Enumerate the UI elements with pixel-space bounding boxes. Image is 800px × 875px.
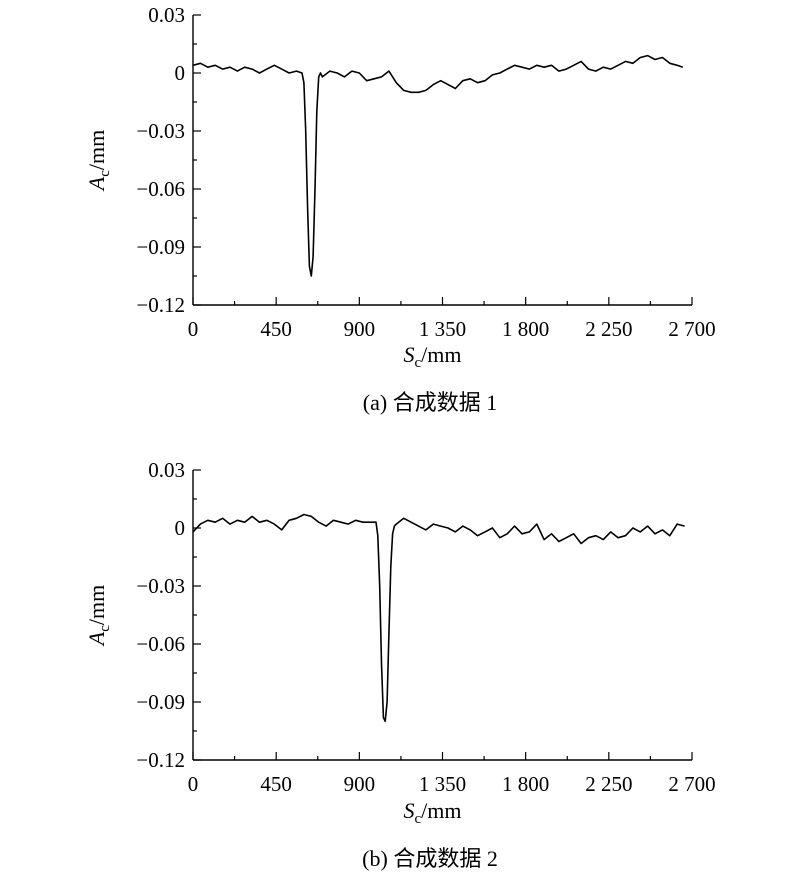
y-tick-label: −0.09 bbox=[136, 235, 185, 259]
chart-panel-a: 0.030−0.03−0.06−0.09−0.120 450 900 1 350 1 8… bbox=[84, 3, 716, 415]
series-line-1 bbox=[192, 54, 684, 277]
series-line-1 bbox=[192, 513, 685, 723]
x-tick-label: 0 bbox=[188, 317, 199, 341]
x-tick-label: 0 bbox=[188, 772, 199, 796]
y-tick-label: 0.03 bbox=[148, 3, 185, 27]
x-tick-label: 1 800 bbox=[502, 317, 549, 341]
chart-caption: (a) 合成数据 1 bbox=[363, 390, 497, 415]
y-tick-label: 0 bbox=[175, 516, 186, 540]
chart-caption: (b) 合成数据 2 bbox=[362, 846, 498, 871]
y-tick-label: −0.12 bbox=[136, 293, 185, 317]
x-tick-label: 2 700 bbox=[668, 772, 715, 796]
x-tick-label: 2 700 bbox=[668, 317, 715, 341]
x-axis-label: Sc/mm bbox=[403, 342, 461, 371]
x-tick-label: 450 bbox=[260, 772, 292, 796]
x-tick-label: 1 800 bbox=[502, 772, 549, 796]
x-tick-label: 1 350 bbox=[419, 772, 466, 796]
x-axis-label: Sc/mm bbox=[403, 798, 461, 827]
y-tick-label: −0.03 bbox=[136, 574, 185, 598]
chart-panel-b: 0.030−0.03−0.06−0.09−0.120 450 900 1 350 1 8… bbox=[84, 458, 716, 871]
y-tick-label: −0.09 bbox=[136, 690, 185, 714]
y-axis-label: Ac/mm bbox=[84, 585, 113, 647]
y-tick-label: −0.06 bbox=[136, 177, 185, 201]
x-tick-label: 450 bbox=[260, 317, 292, 341]
y-axis-label: Ac/mm bbox=[84, 130, 113, 192]
x-tick-label: 2 250 bbox=[585, 772, 632, 796]
x-tick-label: 1 350 bbox=[419, 317, 466, 341]
y-tick-label: 0.03 bbox=[148, 458, 185, 482]
x-tick-label: 2 250 bbox=[585, 317, 632, 341]
y-tick-label: −0.03 bbox=[136, 119, 185, 143]
x-tick-label: 900 bbox=[344, 317, 376, 341]
y-tick-label: 0 bbox=[175, 61, 186, 85]
y-tick-label: −0.06 bbox=[136, 632, 185, 656]
x-tick-label: 900 bbox=[344, 772, 376, 796]
y-tick-label: −0.12 bbox=[136, 748, 185, 772]
